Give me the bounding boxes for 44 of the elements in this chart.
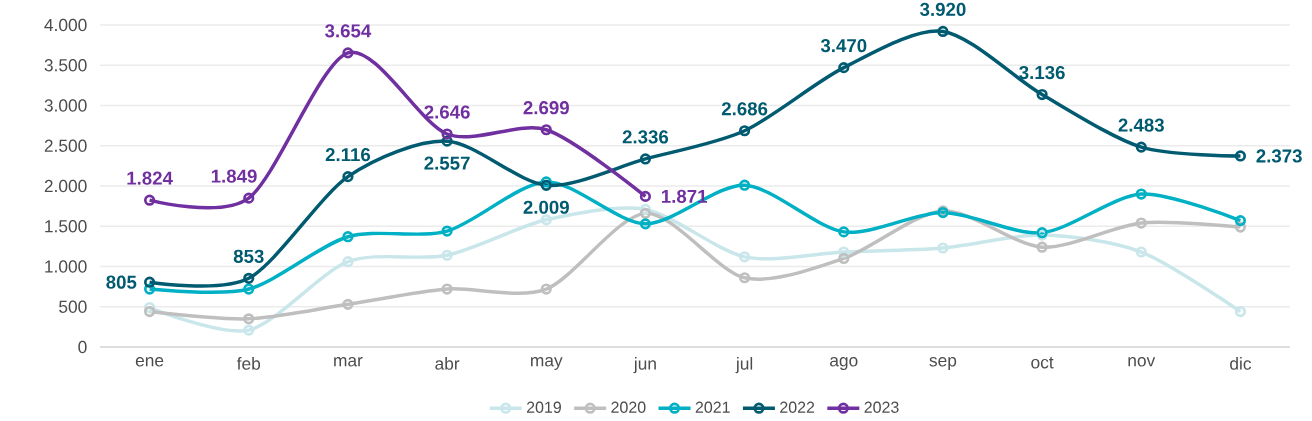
- x-tick-label: jun: [633, 357, 656, 374]
- x-tick-label: may: [531, 357, 563, 370]
- data-label: 3.136: [1019, 65, 1065, 80]
- x-tick-label: sep: [929, 357, 957, 370]
- y-tick-label: 3.500: [44, 59, 87, 72]
- data-label: 2.336: [622, 130, 669, 144]
- data-label: 1.871: [661, 189, 707, 203]
- data-label: 3.470: [820, 39, 867, 53]
- x-tick-label: abr: [435, 357, 460, 370]
- x-tick-label: ene: [135, 357, 164, 367]
- y-tick-label: 3.000: [44, 99, 87, 112]
- y-tick-label: 4.000: [44, 18, 87, 32]
- data-label: 2.483: [1118, 118, 1164, 132]
- y-tick-label: 1.500: [45, 220, 87, 233]
- legend-label: 2021: [695, 401, 730, 413]
- data-label: 2.116: [325, 148, 371, 162]
- data-label: 2.557: [424, 156, 470, 170]
- data-label: 3.920: [919, 2, 966, 17]
- y-tick-label: 0: [78, 340, 87, 354]
- x-tick-label: mar: [334, 357, 363, 367]
- x-tick-label: feb: [236, 357, 261, 370]
- data-label: 2.686: [721, 102, 768, 116]
- legend-label: 2023: [864, 401, 899, 413]
- data-label: 2.699: [523, 101, 569, 115]
- data-label: 853: [233, 249, 264, 263]
- data-label: 3.654: [324, 24, 372, 38]
- x-tick-label: jul: [735, 357, 753, 374]
- y-tick-label: 1.000: [45, 260, 87, 273]
- data-label: 2.373: [1256, 149, 1302, 163]
- data-label: 2.009: [523, 200, 569, 214]
- x-tick-label: nov: [1128, 357, 1156, 367]
- y-tick-label: 500: [59, 300, 87, 313]
- data-label: 1.849: [211, 169, 257, 183]
- x-tick-label: dic: [1230, 357, 1252, 370]
- data-label: 805: [106, 275, 137, 289]
- legend-label: 2022: [780, 401, 815, 413]
- x-tick-label: ago: [830, 357, 858, 370]
- legend-label: 2019: [526, 401, 561, 413]
- y-tick-label: 2.000: [44, 179, 87, 193]
- data-label: 2.646: [424, 105, 470, 119]
- data-label: 1.824: [127, 171, 173, 185]
- x-tick-label: oct: [1031, 357, 1054, 369]
- legend-label: 2020: [611, 401, 646, 413]
- y-tick-label: 2.500: [44, 139, 87, 152]
